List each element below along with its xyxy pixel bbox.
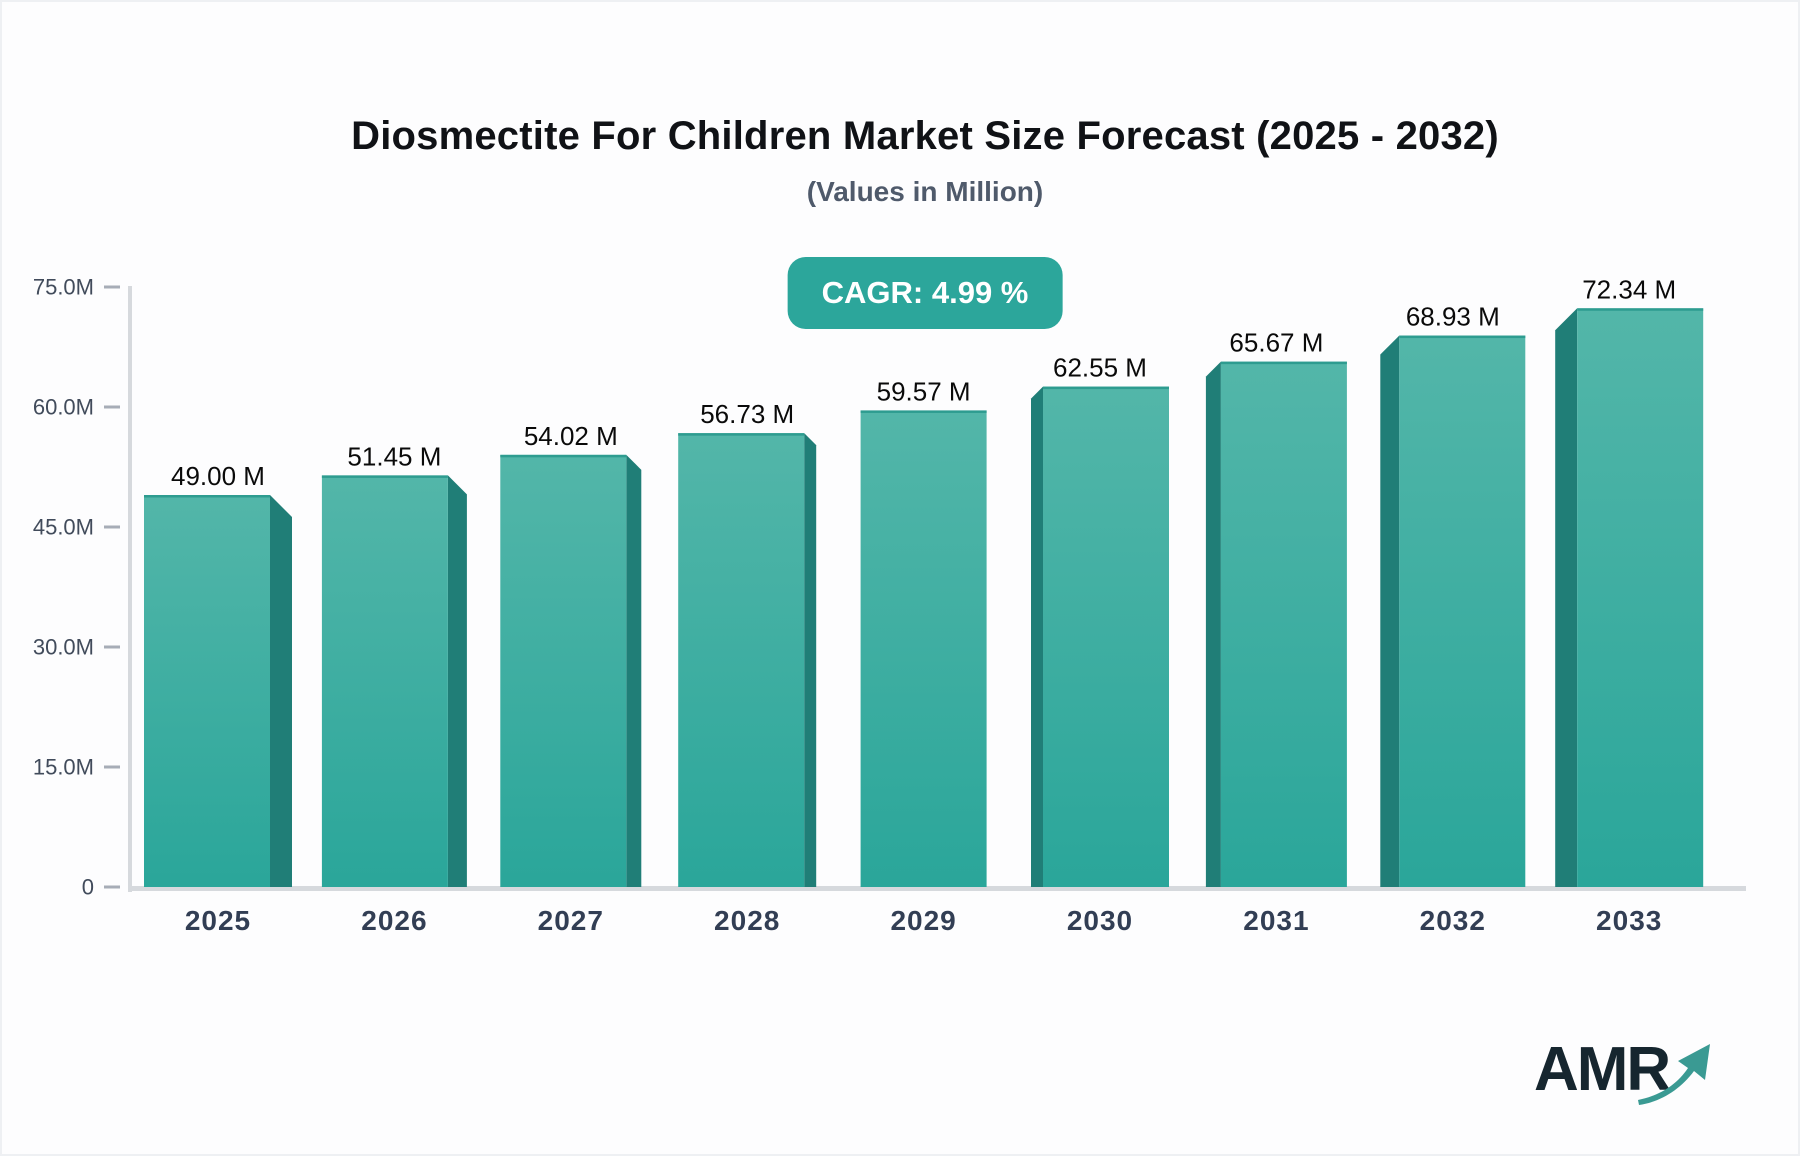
bar-group-2029: 59.57 M 2029 xyxy=(860,376,987,936)
bar-group-2030: 62.55 M 2030 xyxy=(1031,353,1169,936)
bar-group-2028: 56.73 M 2028 xyxy=(678,399,817,936)
bar-side-face xyxy=(626,454,642,887)
bar-group-2033: 72.34 M 2033 xyxy=(1555,274,1704,936)
x-tick-label: 2025 xyxy=(185,905,251,936)
chart-subtitle: (Values in Million) xyxy=(806,176,1044,207)
y-tick-label: 15.0M xyxy=(33,755,94,780)
bar xyxy=(144,495,270,887)
cagr-badge: CAGR: 4.99 % xyxy=(787,257,1063,329)
bar-value-label: 62.55 M xyxy=(1053,353,1147,383)
bar-value-label: 51.45 M xyxy=(347,441,441,471)
y-tick-label: 30.0M xyxy=(33,635,94,660)
bar-top-edge xyxy=(1399,335,1526,339)
bar-side-face xyxy=(804,433,817,887)
x-tick-label: 2028 xyxy=(714,905,780,936)
y-tick-label: 0 xyxy=(82,875,94,900)
y-tick-label: 75.0M xyxy=(33,275,94,300)
bar-value-label: 72.34 M xyxy=(1582,274,1676,304)
bar-value-label: 54.02 M xyxy=(524,421,618,451)
bar-value-label: 49.00 M xyxy=(171,461,265,491)
bar xyxy=(860,410,987,887)
amr-logo-text: AMR xyxy=(1534,1035,1671,1104)
bar-value-label: 59.57 M xyxy=(877,376,971,406)
bar-side-face xyxy=(1205,361,1221,887)
bar-value-label: 56.73 M xyxy=(700,399,794,429)
x-axis-line xyxy=(128,886,1746,891)
bar xyxy=(1399,335,1526,887)
bar xyxy=(321,475,448,887)
y-tick-mark xyxy=(104,285,120,289)
bar-value-label: 68.93 M xyxy=(1406,302,1500,332)
y-tick-mark xyxy=(104,645,120,649)
bar-top-edge xyxy=(1577,308,1704,311)
x-tick-label: 2029 xyxy=(890,905,956,936)
bar-value-label: 65.67 M xyxy=(1229,328,1323,358)
bar xyxy=(1577,308,1704,887)
bar-group-2025: 49.00 M 2025 xyxy=(144,461,292,936)
bar-side-face xyxy=(1555,308,1578,887)
bar xyxy=(1043,386,1169,887)
chart-title: Diosmectite For Children Market Size For… xyxy=(351,114,1499,158)
bar xyxy=(678,433,805,887)
x-tick-label: 2033 xyxy=(1596,905,1662,936)
y-tick-mark xyxy=(104,525,120,529)
bar xyxy=(500,454,627,887)
bar-group-2027: 54.02 M 2027 xyxy=(500,421,642,936)
bar xyxy=(1220,361,1347,887)
growth-arrow-icon xyxy=(1638,1044,1710,1105)
x-tick-label: 2032 xyxy=(1420,905,1486,936)
bar-side-face xyxy=(1031,386,1043,887)
bar-side-face xyxy=(447,475,467,887)
bar-top-edge xyxy=(144,495,270,498)
x-tick-label: 2031 xyxy=(1243,905,1309,936)
bar-top-edge xyxy=(1043,386,1169,390)
x-tick-label: 2030 xyxy=(1067,905,1133,936)
y-tick-mark xyxy=(104,405,120,409)
y-tick-label: 60.0M xyxy=(33,395,94,420)
y-tick-mark xyxy=(104,885,120,889)
x-tick-label: 2026 xyxy=(361,905,427,936)
y-tick-label: 45.0M xyxy=(33,515,94,540)
x-tick-label: 2027 xyxy=(538,905,604,936)
bar-group-2031: 65.67 M 2031 xyxy=(1205,328,1347,936)
y-axis-line xyxy=(128,286,132,892)
bar-side-face xyxy=(1380,335,1400,887)
bar-top-edge xyxy=(500,454,627,458)
bar-top-edge xyxy=(678,433,805,436)
bar-group-2026: 51.45 M 2026 xyxy=(321,441,467,936)
bar-top-edge xyxy=(1220,361,1347,365)
amr-logo: AMR xyxy=(1534,1028,1714,1112)
bar-top-edge xyxy=(860,410,987,413)
bar-group-2032: 68.93 M 2032 xyxy=(1380,302,1526,936)
bar-top-edge xyxy=(321,475,448,478)
y-tick-mark xyxy=(104,765,120,769)
bar-side-face xyxy=(270,495,292,887)
